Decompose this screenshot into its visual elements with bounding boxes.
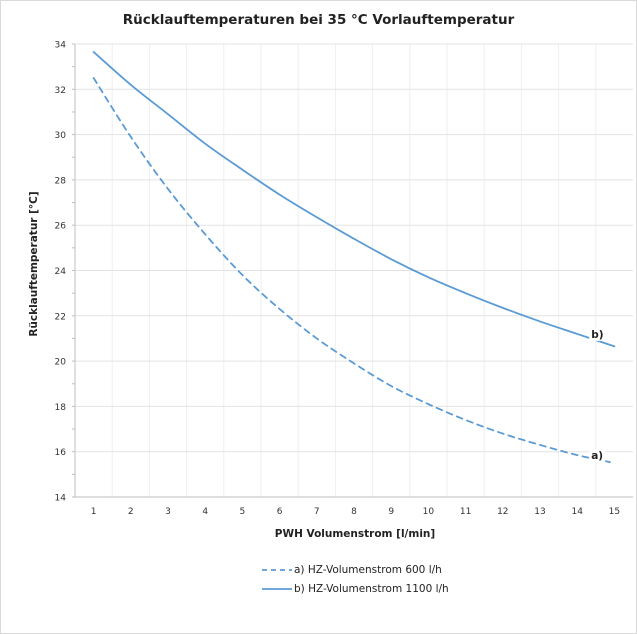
legend-item-series-b: b) HZ-Volumenstrom 1100 l/h (262, 582, 449, 596)
y-tick-label: 20 (55, 358, 67, 368)
y-tick-label: 16 (55, 448, 67, 458)
legend-solid-line-icon (262, 588, 292, 590)
legend-label-series-b: b) HZ-Volumenstrom 1100 l/h (294, 583, 449, 595)
legend-dashed-line-icon (262, 569, 292, 571)
y-tick-label: 18 (55, 403, 67, 413)
x-tick-label: 4 (202, 507, 208, 517)
y-tick-label: 32 (55, 86, 66, 96)
series-end-label: a) (591, 450, 603, 462)
x-tick-label: 12 (497, 507, 508, 517)
x-tick-label: 8 (351, 507, 357, 517)
series-end-label-bg (589, 327, 606, 341)
series-line-b (92, 51, 616, 348)
legend-item-series-a: a) HZ-Volumenstrom 600 l/h (262, 563, 442, 577)
x-axis-label: PWH Volumenstrom [l/min] (274, 528, 436, 540)
x-tick-label: 6 (277, 507, 283, 517)
series-line-a (92, 77, 616, 464)
y-tick-label: 14 (55, 494, 67, 504)
y-tick-label: 22 (55, 312, 66, 322)
y-tick-label: 34 (55, 41, 67, 51)
x-tick-label: 3 (165, 507, 171, 517)
x-tick-label: 13 (534, 507, 545, 517)
x-tick-label: 1 (91, 507, 97, 517)
y-tick-label: 24 (55, 267, 67, 277)
chart-title: Rücklauftemperaturen bei 35 °C Vorlaufte… (122, 12, 515, 28)
x-tick-label: 15 (609, 507, 620, 517)
x-tick-label: 2 (128, 507, 134, 517)
x-tick-label: 7 (314, 507, 320, 517)
y-tick-label: 30 (55, 131, 67, 141)
y-tick-label: 26 (55, 222, 67, 232)
x-tick-label: 5 (240, 507, 246, 517)
x-tick-label: 9 (388, 507, 394, 517)
series-end-label-bg (589, 449, 606, 463)
series-end-label: b) (591, 329, 603, 341)
x-tick-label: 14 (571, 507, 583, 517)
y-tick-label: 28 (55, 176, 67, 186)
legend-label-series-a: a) HZ-Volumenstrom 600 l/h (294, 564, 442, 576)
x-tick-label: 10 (423, 507, 435, 517)
x-tick-label: 11 (460, 507, 471, 517)
